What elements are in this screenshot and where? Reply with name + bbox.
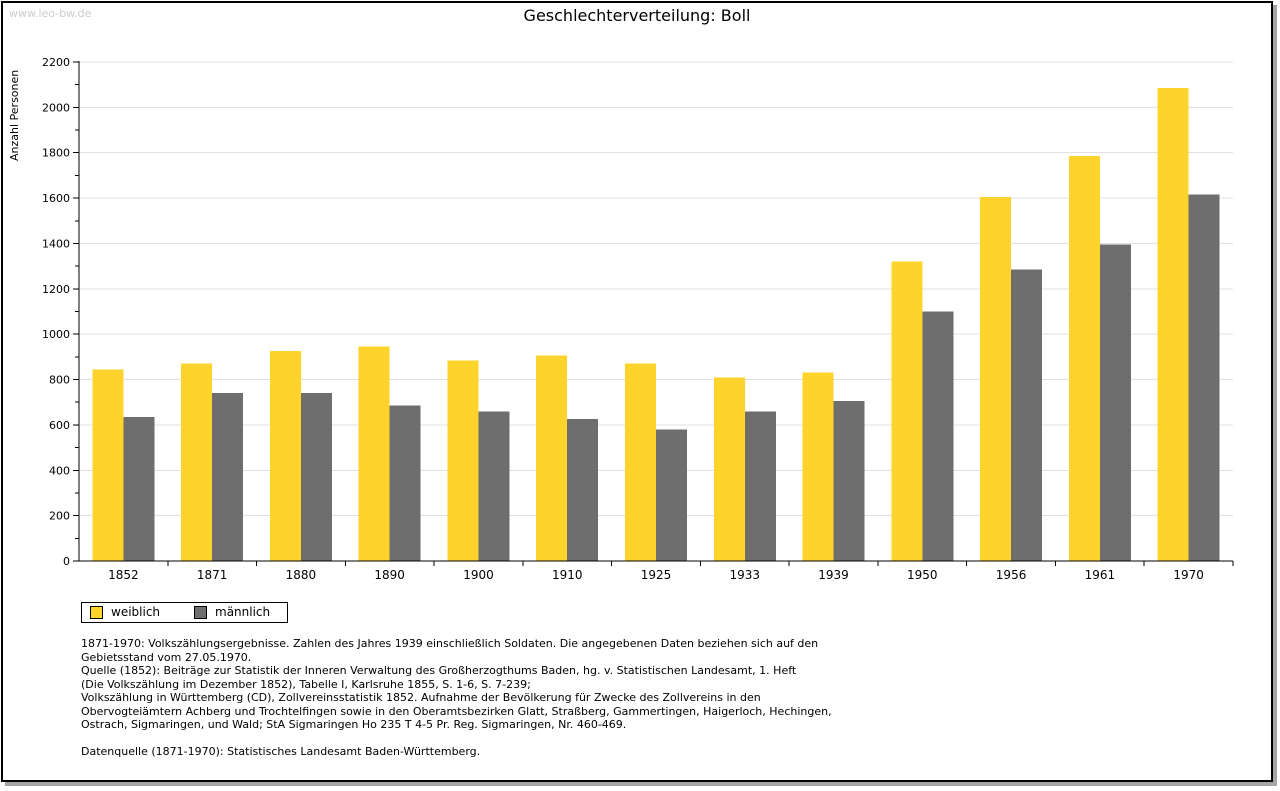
y-tick-label: 200 xyxy=(49,510,70,523)
y-tick-label: 400 xyxy=(49,464,70,477)
bar-männlich-1880 xyxy=(300,393,332,561)
y-tick-label: 1400 xyxy=(42,237,70,250)
bar-weiblich-1852 xyxy=(92,369,124,561)
bar-männlich-1950 xyxy=(922,311,954,561)
footnote-line: (Die Volkszählung im Dezember 1852), Tab… xyxy=(81,677,531,691)
footnote-line: Quelle (1852): Beiträge zur Statistik de… xyxy=(81,664,797,677)
bar-weiblich-1939 xyxy=(802,372,834,561)
x-tick-label: 1900 xyxy=(463,568,494,582)
legend-swatch-weiblich xyxy=(90,606,103,619)
x-tick-label: 1925 xyxy=(641,568,672,582)
footnote-line xyxy=(81,732,832,746)
bar-männlich-1961 xyxy=(1099,244,1131,562)
bar-weiblich-1871 xyxy=(181,363,213,561)
bar-männlich-1852 xyxy=(123,416,155,561)
bar-männlich-1933 xyxy=(744,411,776,561)
x-tick-label: 1933 xyxy=(729,568,760,582)
bar-weiblich-1925 xyxy=(625,363,656,561)
bar-männlich-1925 xyxy=(656,429,687,561)
footnote-line: Obervogteiämtern Achberg und Trochtelfin… xyxy=(81,704,832,718)
footnote-line: 1871-1970: Volkszählungsergebnisse. Zahl… xyxy=(81,637,819,650)
leo-bw-watermark: www.leo-bw.de xyxy=(9,7,92,20)
x-tick-label: 1890 xyxy=(374,568,405,582)
footnote-line: Volkszählung in Württemberg (CD), Zollve… xyxy=(81,691,761,704)
y-tick-label: 2000 xyxy=(42,101,70,114)
chart-legend: weiblich männlich xyxy=(81,602,288,623)
y-tick-label: 1000 xyxy=(42,328,70,341)
x-tick-label: 1939 xyxy=(818,568,849,582)
bar-weiblich-1961 xyxy=(1068,156,1100,561)
bar-männlich-1939 xyxy=(833,401,865,561)
x-tick-label: 1970 xyxy=(1173,568,1204,582)
y-tick-label: 1600 xyxy=(42,192,70,205)
footnote-line: Ostrach, Sigmaringen, und Wald; StA Sigm… xyxy=(81,718,627,731)
legend-swatch-maennlich xyxy=(194,606,207,619)
x-tick-label: 1852 xyxy=(108,568,139,582)
bar-männlich-1910 xyxy=(567,419,599,561)
legend-label-maennlich: männlich xyxy=(215,605,271,619)
bar-weiblich-1910 xyxy=(536,355,568,561)
y-tick-label: 2200 xyxy=(42,56,70,69)
bar-chart: 1852 1871 1880 1890 1900 1910 1925 1933 1939 1950… xyxy=(42,56,1234,582)
y-tick-label: 600 xyxy=(49,419,70,432)
bar-weiblich-1970 xyxy=(1157,88,1189,561)
y-tick-label: 800 xyxy=(49,374,70,387)
bar-männlich-1970 xyxy=(1188,194,1220,561)
bar-männlich-1900 xyxy=(478,411,510,561)
legend-label-weiblich: weiblich xyxy=(111,605,161,619)
bar-männlich-1871 xyxy=(212,393,244,561)
bar-weiblich-1900 xyxy=(447,360,479,561)
bar-weiblich-1890 xyxy=(358,346,390,561)
bar-weiblich-1956 xyxy=(980,196,1012,561)
x-tick-label: 1950 xyxy=(907,568,938,582)
x-tick-label: 1910 xyxy=(552,568,583,582)
y-tick-label: 1800 xyxy=(42,147,70,160)
x-tick-label: 1956 xyxy=(996,568,1027,582)
bar-weiblich-1933 xyxy=(713,377,745,561)
x-tick-label: 1871 xyxy=(197,568,228,582)
x-tick-label: 1961 xyxy=(1085,568,1116,582)
footnote-line: Gebietsstand vom 27.05.1970. xyxy=(81,650,252,664)
bar-männlich-1890 xyxy=(389,405,421,561)
footnote-line: Datenquelle (1871-1970): Statistisches L… xyxy=(81,745,481,758)
x-tick-label: 1880 xyxy=(286,568,317,582)
bar-weiblich-1880 xyxy=(269,351,301,561)
y-tick-label: 0 xyxy=(63,555,70,568)
y-tick-label: 1200 xyxy=(42,283,70,296)
bar-weiblich-1950 xyxy=(891,261,923,561)
source-footnotes: 1871-1970: Volkszählungsergebnisse. Zahl… xyxy=(81,637,832,759)
bar-männlich-1956 xyxy=(1011,269,1043,561)
page-title: Geschlechterverteilung: Boll xyxy=(523,6,751,25)
